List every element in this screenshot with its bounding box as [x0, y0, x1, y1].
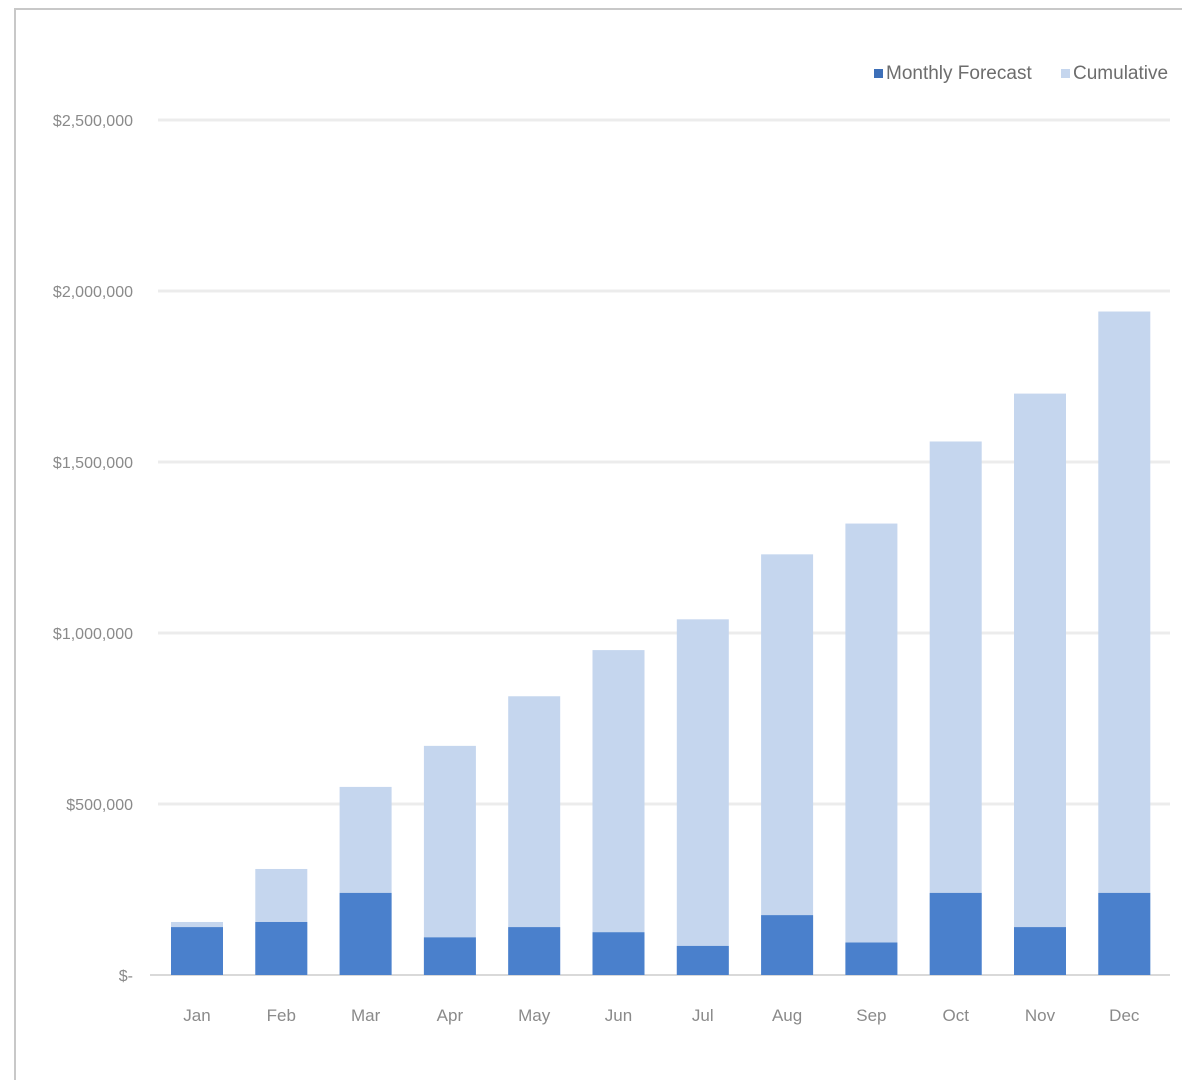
bar-cumulative	[1098, 311, 1151, 975]
legend-item-monthly-forecast: Monthly Forecast	[874, 63, 1032, 85]
bar-monthly-forecast	[339, 892, 392, 975]
x-tick-label: Nov	[1025, 1006, 1056, 1025]
x-tick-label: Jan	[183, 1006, 210, 1025]
bar-cumulative	[761, 554, 814, 975]
y-tick-label: $1,000,000	[53, 626, 133, 643]
y-tick-label: $2,000,000	[53, 284, 133, 301]
x-tick-label: Jun	[605, 1006, 632, 1025]
x-tick-label: Sep	[856, 1006, 886, 1025]
legend-swatch-monthly-forecast	[874, 69, 883, 79]
y-tick-label: $1,500,000	[53, 455, 133, 472]
bar-monthly-forecast	[1098, 892, 1151, 975]
bar-monthly-forecast	[1014, 927, 1066, 975]
bar-monthly-forecast	[508, 927, 561, 975]
x-tick-label: Oct	[942, 1006, 969, 1025]
legend-label-monthly-forecast: Monthly Forecast	[886, 63, 1032, 84]
bar-monthly-forecast	[761, 915, 814, 975]
bar-monthly-forecast	[171, 927, 223, 975]
bar-cumulative	[423, 745, 476, 975]
legend-item-cumulative: Cumulative	[1061, 63, 1168, 85]
frame-border-top	[14, 8, 1182, 10]
bar-monthly-forecast	[592, 932, 645, 975]
bar-monthly-forecast	[255, 921, 308, 975]
legend-swatch-cumulative	[1061, 69, 1071, 79]
bar-cumulative	[845, 523, 898, 975]
x-tick-label: Apr	[437, 1006, 464, 1025]
y-tick-label: $-	[119, 968, 133, 985]
x-tick-label: Dec	[1109, 1006, 1140, 1025]
y-tick-label: $500,000	[66, 797, 133, 814]
x-tick-label: Feb	[267, 1006, 296, 1025]
x-tick-label: May	[518, 1006, 551, 1025]
legend-label-cumulative: Cumulative	[1073, 63, 1169, 84]
y-tick-label: $2,500,000	[53, 113, 133, 130]
bar-cumulative	[592, 650, 645, 975]
bar-monthly-forecast	[845, 942, 898, 975]
bar-cumulative	[1014, 393, 1066, 976]
x-tick-label: Mar	[351, 1006, 381, 1025]
bar-cumulative	[676, 619, 729, 975]
x-tick-label: Jul	[692, 1006, 714, 1025]
bar-monthly-forecast	[929, 892, 982, 975]
x-tick-label: Aug	[772, 1006, 802, 1025]
bar-cumulative	[929, 441, 982, 976]
bar-monthly-forecast	[676, 945, 729, 975]
frame-border-left	[14, 8, 16, 1080]
chart-legend: Monthly Forecast Cumulative	[874, 63, 1182, 85]
bar-monthly-forecast	[423, 937, 476, 975]
